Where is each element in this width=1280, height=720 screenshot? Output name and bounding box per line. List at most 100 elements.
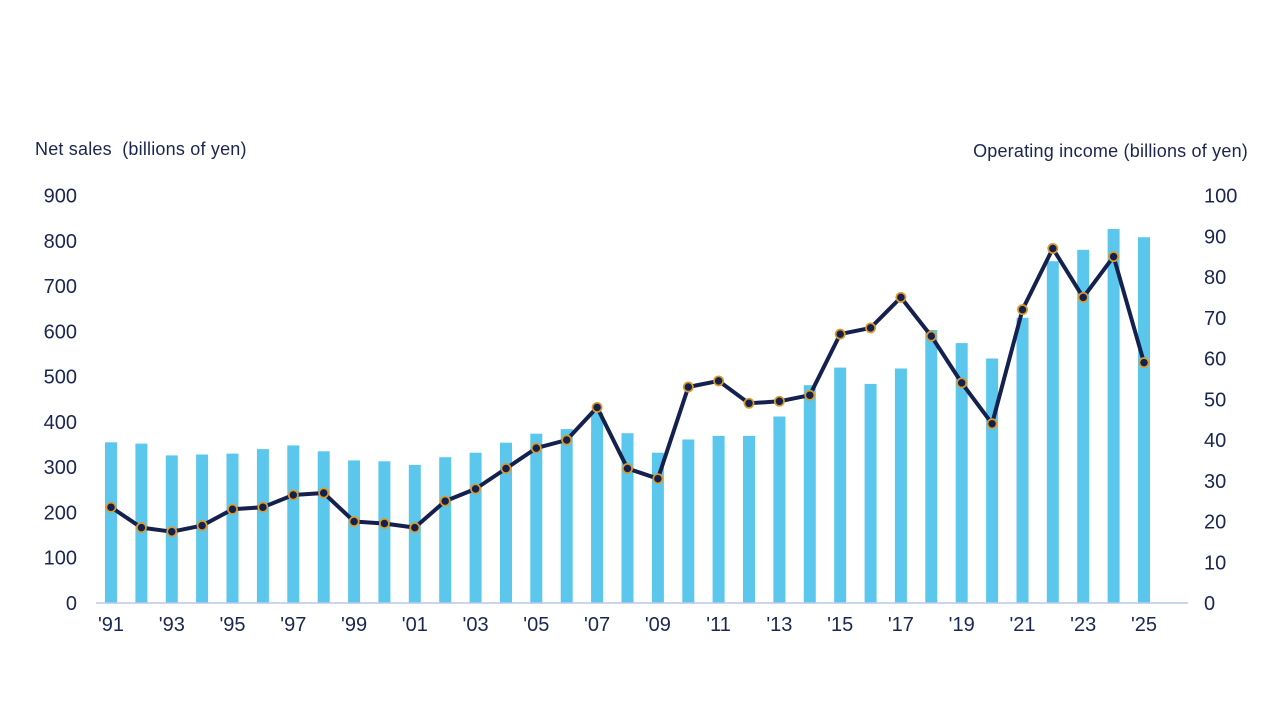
net-sales-bar [1077, 249, 1090, 604]
right-axis-tick-label: 70 [1204, 308, 1226, 330]
operating-income-marker [135, 522, 147, 534]
operating-income-marker [1108, 251, 1120, 263]
right-axis-tick-label: 80 [1204, 267, 1226, 289]
net-sales-bar [469, 452, 482, 603]
operating-income-marker [895, 291, 907, 303]
x-axis-tick-label: '09 [645, 614, 671, 636]
operating-income-marker [682, 381, 694, 393]
operating-income-marker [166, 526, 178, 538]
operating-income-marker [561, 434, 573, 446]
x-axis-tick-label: '93 [159, 614, 185, 636]
left-axis-tick-label: 700 [44, 276, 77, 298]
net-sales-bar [864, 383, 877, 603]
net-sales-bar [773, 416, 786, 603]
operating-income-marker [257, 501, 269, 513]
right-axis-tick-labels: 0 10 20 30 40 50 60 70 80 90 100 [1204, 186, 1237, 616]
net-sales-bar [439, 457, 452, 603]
x-axis-tick-label: '03 [463, 614, 489, 636]
net-sales-bar [651, 452, 664, 603]
operating-income-marker [409, 522, 421, 534]
x-axis-tick-label: '01 [402, 614, 428, 636]
right-axis-tick-label: 10 [1204, 552, 1226, 574]
operating-income-marker [743, 397, 755, 409]
operating-income-marker [530, 442, 542, 454]
net-sales-bar [712, 435, 725, 603]
operating-income-markers [105, 243, 1150, 538]
left-axis-tick-label: 300 [44, 457, 77, 479]
operating-income-marker [378, 518, 390, 529]
right-axis-tick-label: 50 [1204, 389, 1226, 411]
right-axis-tick-label: 90 [1204, 226, 1226, 248]
net-sales-bar [894, 368, 907, 603]
net-sales-bar [1107, 229, 1120, 603]
x-axis-tick-label: '97 [280, 614, 306, 636]
net-sales-bar [834, 367, 847, 603]
operating-income-marker [500, 463, 512, 474]
net-sales-bar [986, 358, 999, 603]
operating-income-marker [1047, 243, 1059, 254]
right-axis-tick-label: 30 [1204, 471, 1226, 493]
operating-income-marker [956, 377, 968, 389]
right-axis-tick-label: 100 [1204, 186, 1237, 208]
net-sales-bar [1016, 317, 1029, 604]
x-axis-tick-label: '95 [219, 614, 245, 636]
right-axis-tick-label: 0 [1204, 593, 1215, 615]
net-sales-bar [256, 449, 269, 603]
x-axis-tick-label: '15 [827, 614, 853, 636]
x-axis-tick-label: '05 [523, 614, 549, 636]
left-axis-tick-label: 500 [44, 367, 77, 389]
operating-income-marker [196, 520, 208, 532]
net-sales-bar [226, 453, 239, 603]
left-axis-tick-labels: 0 100 200 300 400 500 600 700 800 900 [44, 186, 77, 616]
net-sales-bar [682, 439, 695, 603]
operating-income-marker [804, 389, 816, 401]
right-axis-tick-label: 20 [1204, 512, 1226, 534]
net-sales-bars [105, 229, 1150, 604]
operating-income-marker [318, 487, 330, 499]
x-axis-tick-label: '25 [1131, 614, 1157, 636]
net-sales-bar [591, 412, 604, 603]
operating-income-marker [287, 489, 299, 501]
operating-income-marker [1017, 304, 1028, 316]
right-axis-tick-label: 40 [1204, 430, 1226, 452]
net-sales-bar [500, 442, 512, 603]
x-axis-tick-label: '19 [949, 614, 975, 636]
operating-income-marker [1077, 291, 1089, 303]
operating-income-marker [1138, 357, 1150, 369]
left-axis-tick-label: 100 [44, 548, 77, 570]
net-sales-bar [621, 433, 634, 603]
x-axis-tick-labels: '91 '93 '95 '97 '99 '01 '03 '05 '07 '09 '11 '13 '15 '… [98, 614, 1157, 636]
x-axis-tick-label: '99 [341, 614, 367, 636]
operating-income-marker [470, 483, 482, 495]
x-axis-tick-label: '13 [766, 614, 792, 636]
left-axis-tick-label: 800 [44, 231, 77, 253]
left-axis-title: Net sales (billions of yen) [35, 139, 247, 159]
net-sales-bar [378, 461, 391, 603]
operating-income-marker [652, 473, 664, 485]
right-axis-tick-label: 60 [1204, 349, 1226, 371]
left-axis-tick-label: 900 [44, 186, 77, 208]
operating-income-marker [591, 401, 603, 413]
net-sales-bar [1138, 237, 1150, 603]
operating-income-marker [986, 418, 998, 430]
left-axis-tick-label: 200 [44, 502, 77, 524]
left-axis-tick-label: 0 [66, 593, 77, 615]
net-sales-bar [530, 433, 543, 603]
x-axis-tick-label: '07 [584, 614, 610, 636]
operating-income-marker [439, 495, 451, 507]
net-sales-bar [287, 445, 300, 603]
x-axis-tick-label: '17 [888, 614, 914, 636]
operating-income-marker [865, 322, 877, 334]
operating-income-marker [105, 501, 117, 513]
net-sales-bar [317, 451, 330, 603]
operating-income-marker [622, 463, 633, 474]
operating-income-marker [227, 503, 238, 515]
left-axis-tick-label: 600 [44, 321, 77, 343]
net-sales-bar [105, 442, 117, 603]
x-axis-tick-label: '23 [1070, 614, 1096, 636]
net-sales-bar [925, 330, 938, 603]
x-axis-tick-label: '21 [1009, 614, 1035, 636]
net-sales-bar [955, 343, 968, 603]
operating-income-marker [925, 330, 937, 342]
